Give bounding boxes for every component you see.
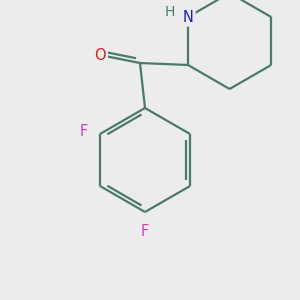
Text: H: H: [165, 5, 175, 19]
Text: N: N: [183, 10, 194, 25]
Text: F: F: [80, 124, 88, 140]
Text: O: O: [94, 47, 106, 62]
Text: F: F: [141, 224, 149, 239]
